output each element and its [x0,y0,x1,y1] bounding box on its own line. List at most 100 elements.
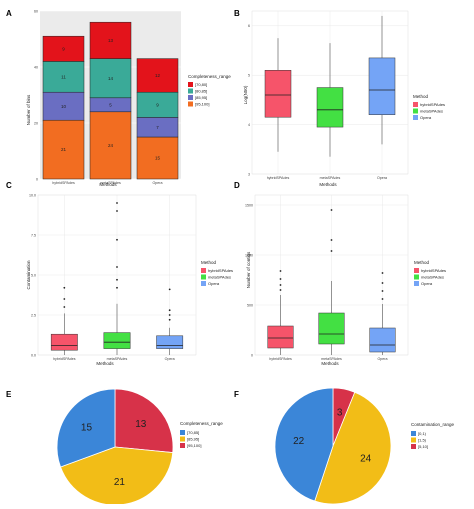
panel-c-box [50,333,78,351]
panel-a-bar-value: 14 [108,76,114,81]
panel-d-outlier [279,289,282,291]
panel-d-outlier [330,239,333,241]
panel-c-box [156,335,184,349]
panel-c-xtick: hybridSPAdes [53,357,76,361]
panel-b-xtick: hybridSPAdes [267,176,290,180]
panel-a-legend-label: [70,80] [195,82,207,87]
panel-e-legend-swatch [180,430,185,435]
panel-d-box [267,325,294,349]
panel-d-box [318,312,345,345]
panel-c-outlier [63,286,66,289]
panel-e-legend-label: [95,100] [187,443,201,448]
panel-b-xtick: Opera [377,176,387,180]
panel-c-ylabel: Contamination [26,260,31,290]
panel-d-outlier [330,250,333,252]
panel-b-ytick: 6 [248,24,250,28]
panel-e-slice-label: 21 [114,477,126,488]
panel-f-pie: F Contamination_range 3 24 22 [0,1) [1,5)[5,… [234,387,455,505]
panel-b-legend-swatch [413,108,418,114]
panel-d-legend-label: hybridSPAdes [421,268,446,273]
panel-c-legend-title: Method [201,260,217,265]
panel-f-slice-label: 24 [360,454,372,465]
panel-d-ytick: 0 [251,353,253,357]
panel-c-ytick: 10.0 [29,193,36,197]
panel-a-bar-value: 7 [156,125,159,130]
panel-f-label: F [234,390,239,399]
panel-b-box [368,57,396,115]
panel-f-slice [274,387,334,502]
panel-a-ytick: 0 [36,177,38,181]
panel-c-xlabel: Methods [96,361,114,366]
panel-b-legend-label: metaSPAdes [420,109,443,114]
panel-f-legend-label: [5,10] [418,444,428,449]
panel-c-outlier [168,314,171,316]
panel-d-outlier [381,282,384,284]
panel-d-legend-swatch [414,281,419,286]
panel-b-box [316,87,344,128]
panel-f-slice-label: 22 [293,436,305,447]
panel-b-ylabel: Log(N50) [243,85,248,104]
panel-d-legend-label: Opera [421,281,433,286]
panel-d-label: D [234,181,240,190]
panel-a-legend-label: [85,95] [195,95,207,100]
panel-a-legend-swatch [188,101,193,107]
panel-d-xtick: hybridSPAdes [269,357,292,361]
panel-e-slice-label: 15 [81,423,93,434]
panel-a-bar-value: 11 [61,74,66,79]
panel-a-bar-segment [136,91,179,118]
panel-d-outlier [279,278,282,280]
panel-a-ytick: 20 [34,121,38,125]
panel-f-legend-title: Contamination_range [411,422,455,427]
panel-e-label: E [6,390,12,399]
panel-a-bar-value: 9 [156,102,159,107]
panel-e-legend-swatch [180,443,185,448]
panel-a-xlabel: Methods [99,182,117,187]
panel-b-legend-title: Method [413,94,429,99]
panel-d-ytick: 1000 [245,253,253,257]
panel-b-ytick: 4 [248,123,250,127]
panel-f-legend-label: [0,1) [418,431,427,436]
panel-a-xtick: Opera [153,181,163,185]
panel-a-bar-value: 12 [155,73,161,78]
panel-d-outlier [279,284,282,286]
panel-d-xlabel: Methods [321,361,339,366]
panel-a-ytick: 60 [34,9,38,13]
panel-d-ytick: 1500 [245,203,253,207]
panel-c-outlier [116,210,118,212]
panel-a-label: A [6,9,12,18]
panel-d-outlier [330,209,333,211]
panel-c-outlier [116,238,118,241]
panel-a-bar-value: 15 [155,156,161,161]
panel-c-outlier [63,306,66,308]
panel-a-bar-value: 10 [61,104,67,109]
panel-b-legend-swatch [413,102,418,107]
panel-c-box [103,332,131,349]
panel-d-ylabel: Number of contigs [246,251,251,288]
panel-b-legend-label: hybridSPAdes [420,102,445,107]
panel-b-boxplot: B Log(N50) Methods Method 3 4 5 6 hybridSPAd… [234,9,445,187]
panel-b-box [264,70,292,118]
panel-a-bar-segment [42,61,85,93]
panel-c-legend-label: Opera [208,281,220,286]
panel-d-legend-swatch [414,268,419,273]
panel-a-legend-swatch [188,82,193,87]
panel-d-legend-swatch [414,274,419,280]
panel-a-bar-value: 13 [108,38,114,43]
panel-c-legend-swatch [201,268,206,273]
panel-c-outlier [116,202,118,204]
panel-c-outlier [63,298,66,300]
panel-d-outlier [381,298,384,300]
panel-a-bar-segment [42,91,85,121]
panel-c-legend-swatch [201,274,206,280]
panel-c-outlier [116,286,118,289]
panel-a-xtick: hybridSPAdes [52,181,75,185]
panel-a-bar-segment [89,21,132,59]
panel-a-bar-segment [42,35,85,62]
panel-e-legend-title: Completeness_range [180,421,223,426]
panel-c-xtick: metaSPAdes [107,357,128,361]
panel-a-bar-value: 9 [62,46,65,51]
panel-c-outlier [116,266,118,268]
panel-c-outlier [168,288,171,291]
panel-a-legend-label: [80,85] [195,89,207,94]
